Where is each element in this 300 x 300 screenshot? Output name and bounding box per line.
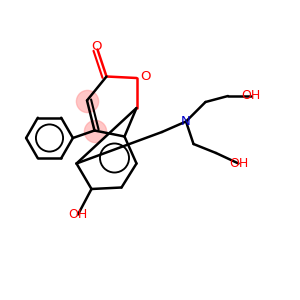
Text: OH: OH [229, 157, 248, 170]
Text: OH: OH [241, 89, 260, 103]
Text: O: O [91, 40, 101, 53]
Text: O: O [140, 70, 151, 83]
Text: N: N [181, 115, 191, 128]
Text: OH: OH [68, 208, 88, 221]
